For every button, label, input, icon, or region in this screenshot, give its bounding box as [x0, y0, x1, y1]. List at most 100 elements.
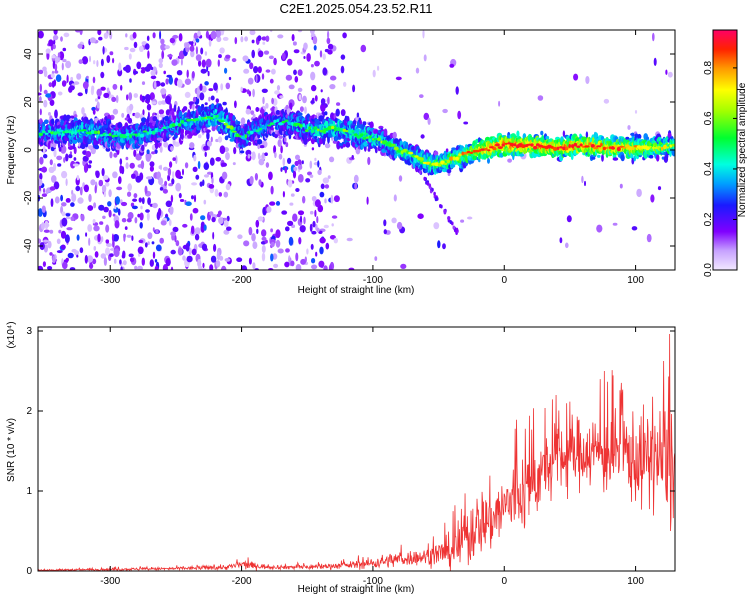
noise-speckle [137, 246, 144, 255]
noise-speckle [200, 215, 206, 221]
noise-speckle [43, 229, 50, 233]
noise-speckle [205, 30, 209, 39]
noise-speckle [209, 264, 214, 270]
noise-speckle [96, 88, 102, 97]
noise-speckle [221, 265, 227, 270]
ridge-peak [571, 144, 575, 149]
noise-speckle [105, 239, 110, 244]
ridge-peak [310, 129, 315, 133]
ridge-peak [649, 145, 652, 148]
noise-speckle [295, 264, 302, 270]
noise-speckle [287, 58, 293, 66]
noise-speckle [247, 77, 254, 85]
noise-speckle [565, 242, 569, 249]
noise-speckle [144, 185, 148, 194]
noise-speckle [69, 267, 76, 270]
noise-speckle [69, 115, 75, 119]
noise-speckle [336, 140, 341, 150]
ridge-peak [174, 122, 179, 126]
noise-speckle [98, 204, 105, 211]
noise-speckle [261, 152, 265, 160]
noise-speckle [151, 151, 156, 155]
noise-speckle [38, 265, 44, 270]
noise-speckle [257, 216, 264, 222]
noise-speckle [52, 255, 56, 264]
noise-speckle [234, 37, 238, 45]
noise-speckle [151, 101, 157, 105]
noise-speckle [311, 264, 318, 270]
noise-speckle [442, 108, 448, 114]
noise-speckle [100, 86, 106, 91]
noise-speckle [219, 255, 224, 261]
noise-speckle [128, 92, 133, 101]
noise-speckle [197, 160, 201, 170]
ridge-peak [497, 146, 503, 150]
noise-speckle [270, 241, 275, 248]
noise-speckle [61, 202, 67, 207]
noise-speckle [309, 160, 313, 169]
noise-speckle [333, 237, 338, 244]
noise-speckle [95, 170, 100, 179]
spectral-cell [671, 150, 675, 157]
noise-speckle [125, 162, 129, 170]
noise-speckle [192, 37, 196, 47]
noise-speckle [147, 197, 152, 206]
ridge-peak [64, 129, 70, 134]
spectral-cell [591, 156, 596, 160]
noise-speckle [307, 171, 312, 176]
ridge-peak [417, 156, 422, 161]
spectral-cell [49, 115, 53, 121]
noise-speckle [252, 262, 256, 270]
noise-speckle [43, 69, 48, 78]
noise-speckle [243, 240, 250, 247]
snr-line [38, 334, 675, 571]
noise-speckle [197, 30, 201, 37]
noise-speckle [61, 170, 68, 179]
noise-speckle [270, 30, 273, 33]
noise-speckle [75, 185, 81, 192]
noise-speckle [149, 259, 154, 267]
spectral-cell [545, 135, 550, 140]
noise-speckle [206, 131, 210, 141]
ridge-peak [559, 146, 563, 149]
noise-speckle [205, 58, 212, 68]
ridge-peak [157, 128, 162, 133]
spectral-cell [50, 146, 55, 152]
noise-speckle [463, 121, 469, 125]
noise-speckle [282, 191, 285, 198]
noise-speckle [39, 156, 44, 165]
noise-speckle [138, 239, 144, 244]
noise-speckle [70, 160, 76, 169]
noise-speckle [170, 194, 174, 203]
ridge-peak [134, 133, 138, 137]
noise-speckle [559, 237, 563, 244]
ridge-peak [469, 151, 474, 154]
noise-speckle [152, 251, 156, 259]
spectral-cell [141, 145, 145, 151]
noise-speckle [255, 74, 258, 83]
noise-speckle [162, 188, 168, 194]
ridge-peak [627, 146, 633, 151]
noise-speckle [195, 54, 202, 62]
ridge-peak [247, 130, 251, 135]
noise-speckle [191, 182, 198, 186]
noise-speckle [51, 175, 57, 183]
ridge-peak [466, 150, 471, 154]
noise-speckle [192, 96, 197, 103]
noise-speckle [61, 217, 68, 227]
spectral-cell [94, 144, 100, 150]
noise-speckle [214, 188, 219, 197]
noise-speckle [41, 193, 48, 198]
noise-speckle [537, 95, 544, 101]
noise-speckle [327, 96, 330, 105]
noise-speckle [67, 252, 74, 259]
noise-speckle [146, 176, 153, 180]
noise-speckle [325, 242, 330, 250]
noise-speckle [300, 258, 306, 265]
ridge-peak [556, 146, 560, 150]
noise-speckle [43, 154, 48, 159]
noise-speckle [139, 45, 144, 52]
noise-speckle [427, 117, 431, 125]
noise-speckle [89, 55, 91, 63]
noise-speckle [280, 167, 283, 172]
